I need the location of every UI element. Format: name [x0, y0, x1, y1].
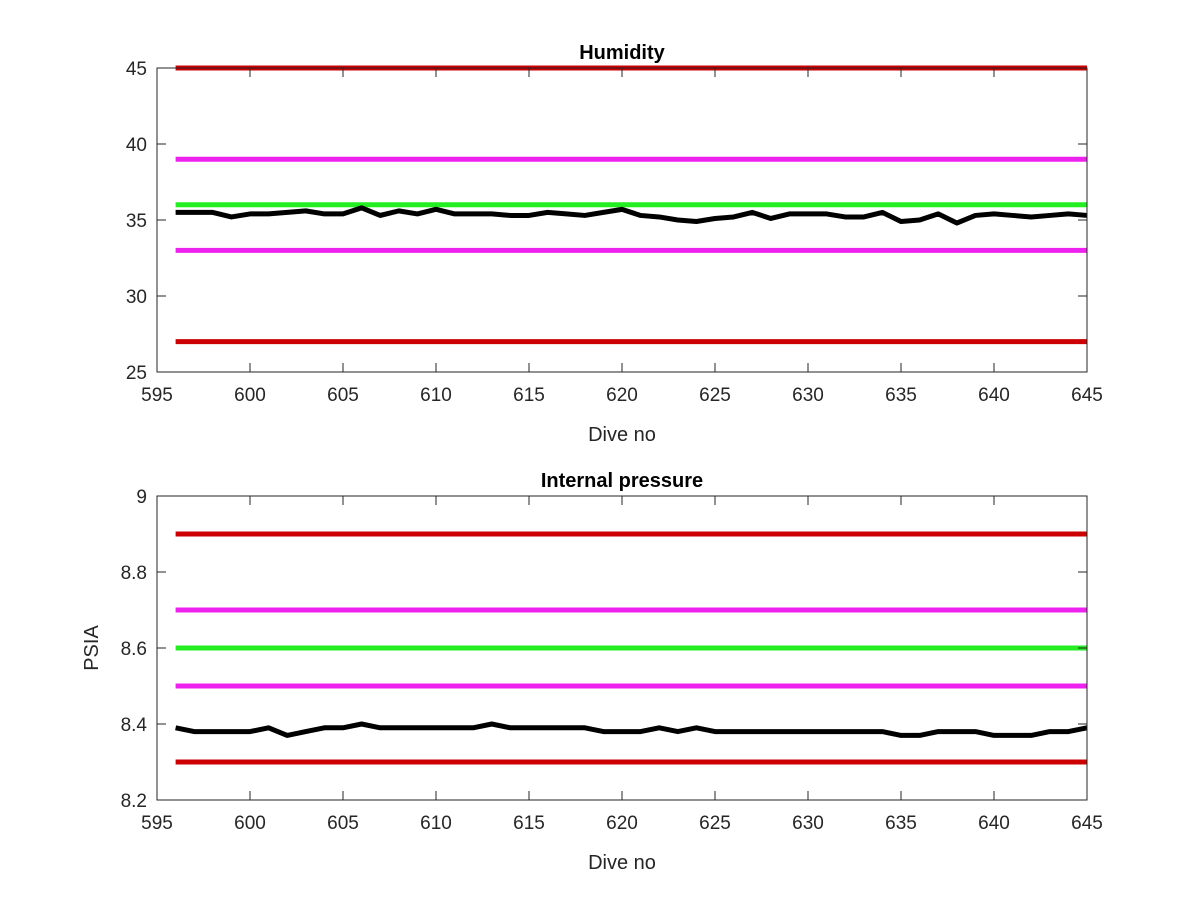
chart-2-x-tick-label: 645: [1071, 813, 1103, 834]
chart-1-x-tick-label: 620: [606, 385, 638, 406]
chart-1-series-line-1: [175, 205, 1088, 226]
chart-2-x-tick-label: 640: [978, 813, 1010, 834]
chart-2-title: Internal pressure: [541, 470, 703, 492]
chart-2-x-tick-label: 630: [792, 813, 824, 834]
chart-2-x-tick-label: 595: [141, 813, 173, 834]
chart-1-y-tick-label: 25: [126, 363, 147, 384]
chart-2-y-tick-label: 8.2: [121, 791, 147, 812]
chart-1-x-tick-label: 645: [1071, 385, 1103, 406]
chart-2-x-tick-label: 620: [606, 813, 638, 834]
chart-1-y-tick-label: 30: [126, 287, 147, 308]
chart-2-y-axis-label: PSIA: [81, 625, 103, 671]
chart-2-x-tick-label: 615: [513, 813, 545, 834]
chart-2-y-tick-label: 9: [136, 487, 147, 508]
chart-2-x-tick-label: 625: [699, 813, 731, 834]
chart-1-x-tick-label: 610: [420, 385, 452, 406]
chart-1-x-tick-label: 595: [141, 385, 173, 406]
chart-1-x-tick-label: 600: [234, 385, 266, 406]
chart-2-series-line-1: [175, 721, 1088, 738]
chart-2-x-axis-label: Dive no: [588, 852, 656, 874]
chart-1: 595 600 605 610 615 620 625 630 635 640 645 25 30 35 4…: [126, 42, 1103, 446]
chart-2-y-tick-label: 8.4: [121, 715, 148, 736]
chart-2-x-tick-label: 600: [234, 813, 266, 834]
chart-1-y-tick-label: 35: [126, 211, 147, 232]
chart-1-x-tick-label: 640: [978, 385, 1010, 406]
chart-1-x-tick-label: 615: [513, 385, 545, 406]
chart-1-y-tick-label: 45: [126, 59, 147, 80]
chart-1-y-tick-label: 40: [126, 135, 147, 156]
chart-2-y-tick-label: 8.6: [121, 639, 147, 660]
chart-1-x-axis-label: Dive no: [588, 424, 656, 446]
chart-2-x-tick-label: 605: [327, 813, 359, 834]
chart-2-x-tick-label: 610: [420, 813, 452, 834]
chart-2: 595 600 605 610 615 620 625 630 635 640 645 8.2 8.4 8…: [81, 470, 1103, 874]
chart-2-x-tick-label: 635: [885, 813, 917, 834]
chart-1-x-tick-label: 625: [699, 385, 731, 406]
chart-1-x-tick-label: 635: [885, 385, 917, 406]
chart-1-x-tick-label: 630: [792, 385, 824, 406]
chart-1-title: Humidity: [579, 42, 665, 64]
chart-2-y-tick-label: 8.8: [121, 563, 147, 584]
chart-1-x-tick-label: 605: [327, 385, 359, 406]
